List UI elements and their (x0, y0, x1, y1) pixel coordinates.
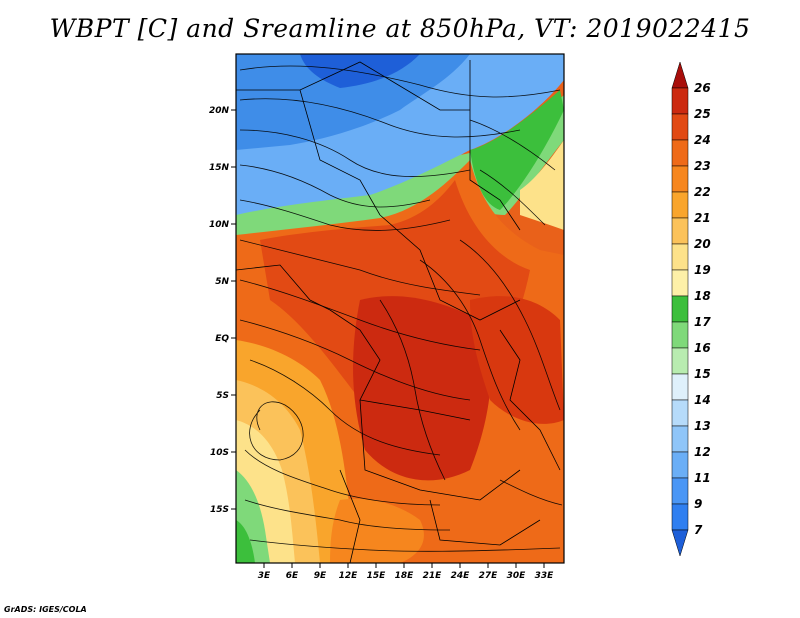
colorbar-swatch (671, 139, 689, 167)
lon-tick: 12E (339, 563, 359, 581)
svg-text:3E: 3E (258, 571, 271, 581)
lat-tick: 10S (210, 448, 236, 458)
grads-credit: GrADS: IGES/COLA (4, 605, 87, 614)
lon-tick: 6E (286, 563, 299, 581)
svg-text:18E: 18E (395, 571, 415, 581)
colorbar-swatch (671, 425, 689, 453)
lat-tick: 5S (216, 391, 236, 401)
lat-tick: 15S (210, 505, 236, 515)
colorbar-swatch (671, 503, 689, 531)
colorbar-swatch (671, 399, 689, 427)
colorbar-label: 17 (694, 315, 711, 329)
colorbar-swatch (671, 243, 689, 271)
lon-tick: 27E (479, 563, 499, 581)
plot-frame (235, 53, 565, 564)
map-title: WBPT [C] and Sreamline at 850hPa, VT: 20… (49, 14, 751, 43)
colorbar-swatch (671, 217, 689, 245)
colorbar-swatch (671, 165, 689, 193)
lat-tick: 20N (209, 106, 236, 116)
svg-text:33E: 33E (535, 571, 555, 581)
svg-text:5N: 5N (215, 277, 229, 287)
colorbar: 26 25 24 23 22 21 20 19 18 17 16 15 14 13 12 11 9 7 (671, 61, 711, 557)
colorbar-label: 16 (694, 341, 711, 355)
lat-tick: 5N (215, 277, 236, 287)
longitude-axis: 3E 6E 9E 12E 15E 18E 21E 24E 27E 30E 33E (258, 563, 554, 581)
svg-text:15E: 15E (367, 571, 387, 581)
colorbar-swatch (671, 529, 689, 557)
lat-tick: 10N (209, 220, 236, 230)
colorbar-label: 19 (694, 263, 711, 277)
svg-text:10N: 10N (209, 220, 230, 230)
colorbar-swatch (671, 295, 689, 323)
shaded-field (236, 54, 564, 563)
lon-tick: 18E (395, 563, 415, 581)
colorbar-label: 13 (694, 419, 711, 433)
colorbar-label: 26 (694, 81, 711, 95)
colorbar-swatch (671, 269, 689, 297)
colorbar-label: 21 (694, 211, 711, 225)
colorbar-label: 7 (694, 523, 703, 537)
colorbar-label: 14 (694, 393, 711, 407)
svg-text:EQ: EQ (215, 334, 229, 344)
lon-tick: 21E (423, 563, 443, 581)
svg-text:10S: 10S (210, 448, 229, 458)
svg-text:15S: 15S (210, 505, 229, 515)
svg-text:30E: 30E (507, 571, 527, 581)
colorbar-swatch (671, 477, 689, 505)
colorbar-label: 22 (694, 185, 711, 199)
colorbar-swatch (671, 191, 689, 219)
colorbar-swatch (671, 87, 689, 115)
lon-tick: 24E (451, 563, 471, 581)
colorbar-label: 24 (694, 133, 711, 147)
lat-tick: EQ (215, 334, 236, 344)
colorbar-swatch (671, 61, 689, 89)
svg-text:12E: 12E (339, 571, 359, 581)
lat-tick: 15N (209, 163, 236, 173)
lon-tick: 9E (314, 563, 327, 581)
svg-text:15N: 15N (209, 163, 230, 173)
lon-tick: 30E (507, 563, 527, 581)
svg-text:27E: 27E (479, 571, 499, 581)
svg-text:5S: 5S (216, 391, 229, 401)
colorbar-label: 18 (694, 289, 711, 303)
colorbar-swatch (671, 321, 689, 349)
svg-text:20N: 20N (209, 106, 230, 116)
colorbar-label: 12 (694, 445, 711, 459)
lon-tick: 33E (535, 563, 555, 581)
svg-text:21E: 21E (423, 571, 443, 581)
svg-text:24E: 24E (451, 571, 471, 581)
lon-tick: 3E (258, 563, 271, 581)
latitude-axis: 20N 15N 10N 5N EQ 5S 10S 15S (209, 106, 236, 515)
svg-text:6E: 6E (286, 571, 299, 581)
colorbar-swatch (671, 373, 689, 401)
colorbar-label: 9 (694, 497, 702, 511)
colorbar-swatch (671, 451, 689, 479)
lon-tick: 15E (367, 563, 387, 581)
colorbar-label: 20 (694, 237, 711, 251)
colorbar-label: 11 (694, 471, 711, 485)
colorbar-label: 25 (694, 107, 711, 121)
colorbar-swatch (671, 113, 689, 141)
colorbar-label: 15 (694, 367, 711, 381)
colorbar-label: 23 (694, 159, 711, 173)
svg-text:9E: 9E (314, 571, 327, 581)
colorbar-swatch (671, 347, 689, 375)
